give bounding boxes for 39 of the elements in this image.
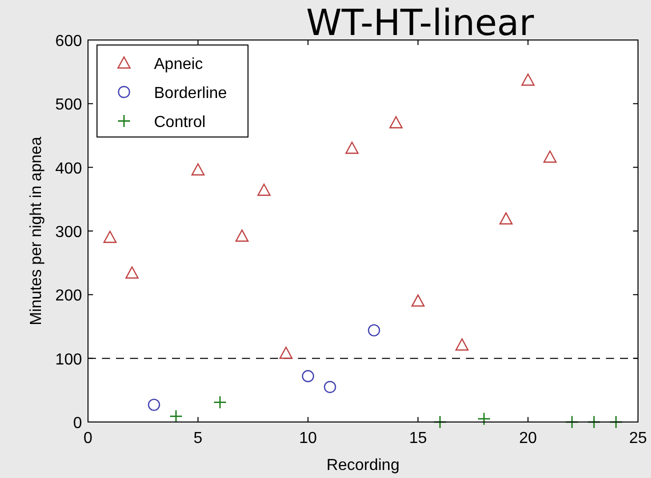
- point: [543, 150, 557, 163]
- point: [345, 142, 359, 154]
- y-tick-label: 600: [55, 33, 82, 50]
- point: [477, 412, 491, 426]
- y-tick-label: 0: [73, 415, 82, 432]
- point: [411, 294, 425, 307]
- x-tick-label: 20: [519, 430, 537, 447]
- x-tick-label: 5: [194, 430, 203, 447]
- point: [213, 396, 227, 409]
- point: [324, 380, 336, 394]
- point: [148, 398, 160, 411]
- point: [455, 338, 469, 351]
- y-tick-label: 200: [55, 288, 82, 305]
- y-tick-label: 500: [55, 96, 82, 114]
- x-tick-label: 15: [409, 430, 427, 447]
- point: [521, 74, 535, 86]
- point: [499, 212, 513, 225]
- x-tick-label: 25: [629, 430, 647, 447]
- y-axis-title: Minutes per night in apnea: [28, 136, 45, 326]
- y-tick-label: 300: [55, 224, 82, 241]
- point: [103, 230, 117, 243]
- chart-title: WT-HT-linear: [306, 3, 534, 44]
- legend-label: Control: [154, 114, 206, 131]
- point: [302, 370, 314, 382]
- point: [279, 346, 293, 359]
- x-tick-label: 0: [84, 430, 93, 447]
- point: [368, 324, 380, 336]
- legend-label: Borderline: [154, 85, 228, 102]
- x-axis-title: Recording: [326, 457, 400, 474]
- y-tick-label: 400: [55, 160, 82, 178]
- point: [125, 266, 139, 279]
- legend-label: Apneic: [154, 56, 203, 73]
- point: [235, 229, 249, 242]
- point: [257, 184, 271, 196]
- point: [389, 116, 403, 128]
- y-tick-label: 100: [55, 351, 82, 368]
- x-tick-label: 10: [299, 430, 317, 447]
- point: [169, 410, 183, 423]
- point: [191, 163, 205, 176]
